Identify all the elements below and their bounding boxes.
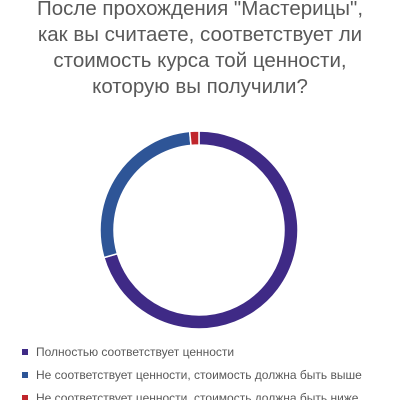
legend-label: Полностью соответствует ценности bbox=[36, 344, 235, 359]
legend-item: Полностью соответствует ценности bbox=[18, 340, 400, 363]
legend-item: Не соответствует ценности, стоимость дол… bbox=[18, 363, 400, 386]
chart-title-line: После прохождения "Мастерицы", bbox=[36, 0, 364, 20]
legend-swatch bbox=[22, 371, 28, 378]
legend-item: Не соответствует ценности, стоимость дол… bbox=[18, 386, 400, 400]
chart-title-line: которую вы получили? bbox=[92, 75, 308, 98]
chart-title-line: стоимость курса той ценности, bbox=[53, 49, 347, 72]
legend-label: Не соответствует ценности, стоимость дол… bbox=[36, 390, 359, 400]
chart-title-line: как вы считаете, соответствует ли bbox=[37, 23, 363, 46]
legend-swatch bbox=[22, 348, 28, 355]
donut-slice bbox=[188, 130, 200, 147]
legend-swatch bbox=[22, 394, 28, 400]
chart-title: После прохождения "Мастерицы", как вы сч… bbox=[0, 0, 400, 100]
chart-legend: Полностью соответствует ценности Не соот… bbox=[18, 340, 400, 400]
donut-slice bbox=[99, 130, 192, 259]
legend-label: Не соответствует ценности, стоимость дол… bbox=[36, 367, 362, 382]
